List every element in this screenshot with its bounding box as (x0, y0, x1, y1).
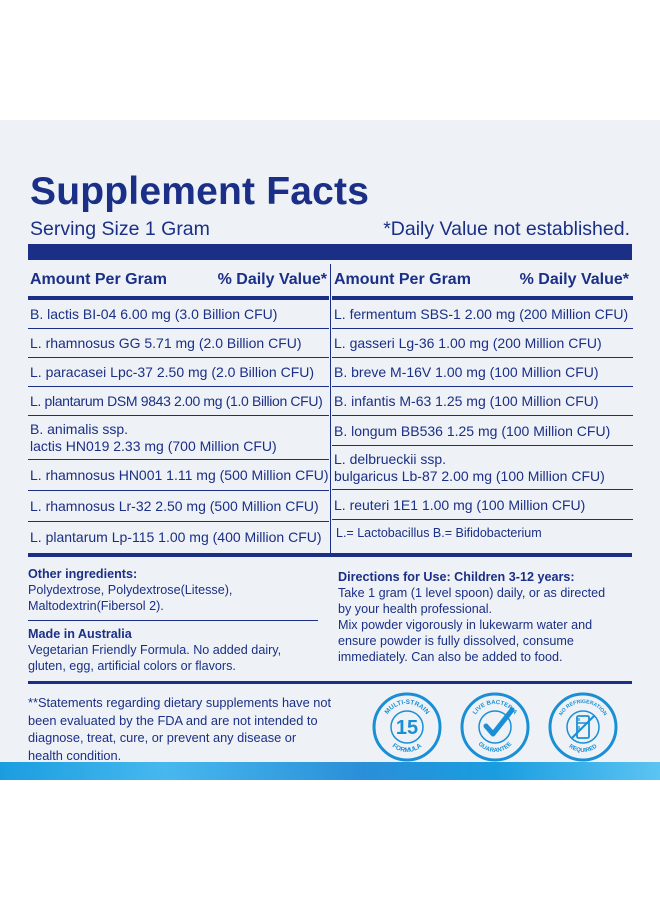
table-row: L. plantarum DSM 9843 2.00 mg (1.0 Billi… (28, 387, 329, 416)
made-in-heading: Made in Australia (28, 627, 132, 641)
table-row: L. plantarum Lp-115 1.00 mg (400 Million… (30, 529, 322, 545)
svg-text:NO REFRIGERATION: NO REFRIGERATION (558, 699, 608, 717)
page-title: Supplement Facts (30, 170, 370, 213)
amount-header: Amount Per Gram (334, 271, 471, 288)
table-bottom-bar (28, 553, 632, 557)
badge-bottom-text: FORMULA (391, 742, 424, 754)
table-row: L. rhamnosus GG 5.71 mg (2.0 Billion CFU… (28, 329, 329, 358)
live-bacteria-badge: LIVE BACTERIA GUARANTEE (460, 692, 530, 762)
bottom-divider (28, 681, 632, 684)
amount-header: Amount Per Gram (30, 271, 167, 288)
header-divider-bar (28, 244, 632, 260)
svg-text:FORMULA: FORMULA (391, 742, 424, 754)
table-row: B. lactis BI-04 6.00 mg (3.0 Billion CFU… (28, 300, 329, 329)
table-row: L. reuteri 1E1 1.00 mg (100 Million CFU) (332, 490, 633, 520)
left-column: Amount Per Gram % Daily Value* B. lactis… (28, 264, 329, 552)
right-column-header: Amount Per Gram % Daily Value* (332, 264, 633, 300)
left-column-header: Amount Per Gram % Daily Value* (28, 264, 329, 300)
prohibited-slash-icon (571, 715, 595, 739)
daily-value-header: % Daily Value* (519, 271, 629, 288)
table-row: B. breve M-16V 1.00 mg (100 Million CFU) (332, 358, 633, 387)
checkmark-icon (483, 707, 515, 737)
badge-top-text: NO REFRIGERATION (558, 699, 608, 717)
other-ingredients: Other ingredients: Polydextrose, Polydex… (28, 566, 328, 614)
directions-section: Directions for Use: Children 3-12 years:… (338, 569, 638, 665)
right-column: Amount Per Gram % Daily Value* L. fermen… (332, 264, 633, 540)
other-ingredients-heading: Other ingredients: (28, 567, 138, 581)
table-row: L. rhamnosus Lr-32 2.50 mg (500 Million … (28, 491, 329, 522)
serving-size: Serving Size 1 Gram (30, 218, 210, 240)
table-row: B. longum BB536 1.25 mg (100 Million CFU… (332, 416, 633, 446)
table-row: L. rhamnosus HN001 1.11 mg (500 Million … (28, 460, 329, 491)
abbreviation-legend: L.= Lactobacillus B.= Bifidobacterium (336, 526, 542, 540)
svg-text:MULTI-STRAIN: MULTI-STRAIN (384, 699, 431, 716)
badge-top-text: MULTI-STRAIN (384, 699, 431, 716)
table-row: L. fermentum SBS-1 2.00 mg (200 Million … (332, 300, 633, 329)
multi-strain-badge: MULTI-STRAIN 15 FORMULA (372, 692, 442, 762)
fda-disclaimer: **Statements regarding dietary supplemen… (28, 695, 332, 763)
badge-bottom-text: REQUIRED (568, 744, 599, 754)
daily-value-header: % Daily Value* (217, 271, 327, 288)
no-refrigeration-badge: NO REFRIGERATION REQUIRED (548, 692, 618, 762)
column-divider (330, 264, 331, 554)
made-in-section: Made in Australia Vegetarian Friendly Fo… (28, 626, 328, 674)
decorative-wave-strip (0, 762, 660, 780)
table-row: L. delbrueckii ssp. bulgaricus Lb-87 2.0… (332, 446, 633, 490)
section-divider (28, 620, 318, 621)
table-row: L. gasseri Lg-36 1.00 mg (200 Million CF… (332, 329, 633, 358)
table-row: L. paracasei Lpc-37 2.50 mg (2.0 Billion… (28, 358, 329, 387)
table-row: B. animalis ssp. lactis HN019 2.33 mg (7… (28, 416, 329, 460)
table-row: B. infantis M-63 1.25 mg (100 Million CF… (332, 387, 633, 416)
daily-value-note: *Daily Value not established. (383, 218, 630, 240)
svg-text:REQUIRED: REQUIRED (568, 744, 599, 754)
directions-heading: Directions for Use: Children 3-12 years: (338, 570, 575, 584)
badge-number: 15 (396, 717, 418, 739)
